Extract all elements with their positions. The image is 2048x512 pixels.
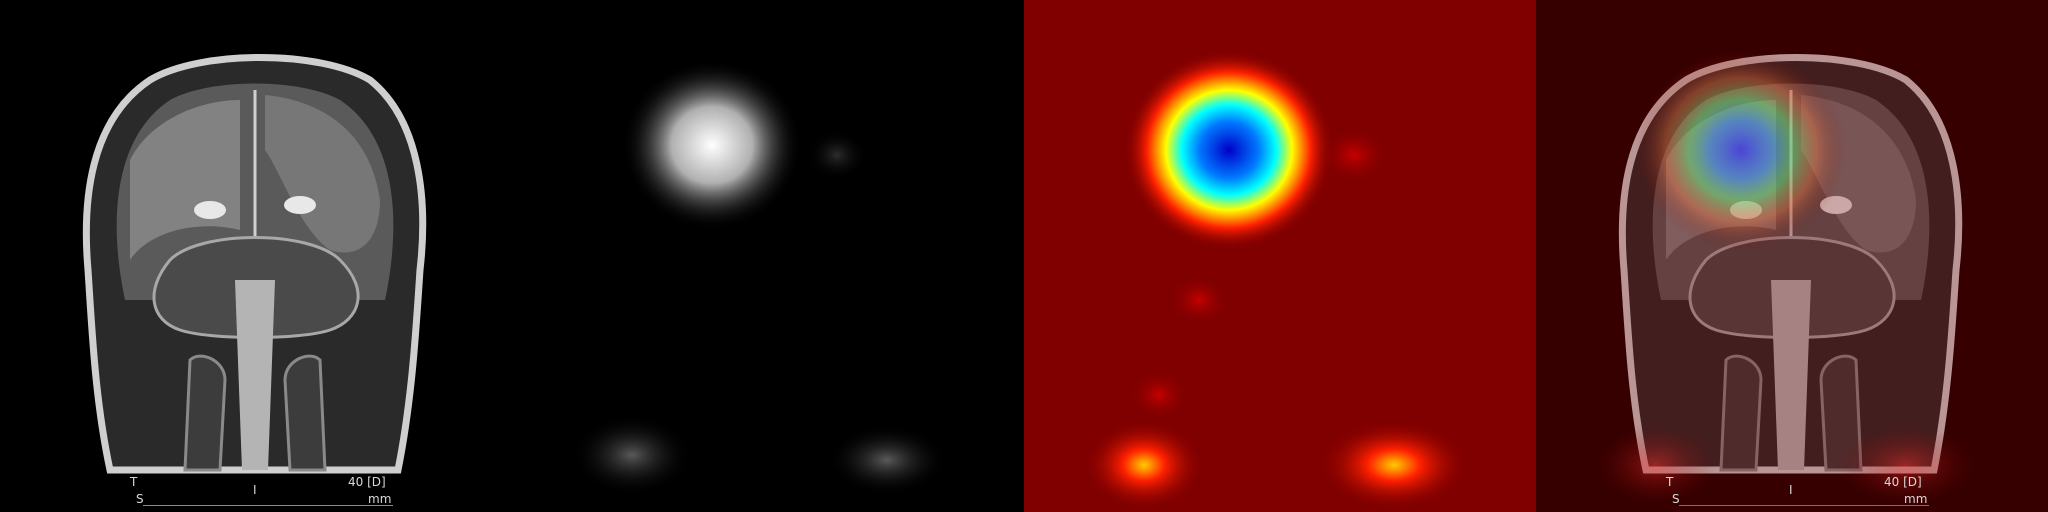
scale-value-label: 40 [D] [1884,475,1922,489]
jet-heatmap [1024,0,1536,512]
scale-value-label: 40 [D] [348,475,386,489]
orientation-bottom-label: S [1672,492,1680,506]
scale-unit-label: mm [368,492,392,506]
orientation-bottom-label: S [136,492,144,506]
orientation-center-label: I [1789,483,1793,497]
scale-bar [1679,505,1929,506]
mri-image [0,0,512,512]
orientation-center-label: I [253,483,257,497]
orientation-top-label: T [130,475,138,489]
grayscale-heatmap-panel [512,0,1024,512]
mri-panel: T S I 40 [D] mm [0,0,512,512]
scale-unit-label: mm [1904,492,1928,506]
scale-bar [143,505,393,506]
overlay-panel: T S I 40 [D] mm [1536,0,2048,512]
orientation-top-label: T [1666,475,1674,489]
grayscale-heatmap [512,0,1024,512]
overlay-image [1536,0,2048,512]
jet-heatmap-panel [1024,0,1536,512]
